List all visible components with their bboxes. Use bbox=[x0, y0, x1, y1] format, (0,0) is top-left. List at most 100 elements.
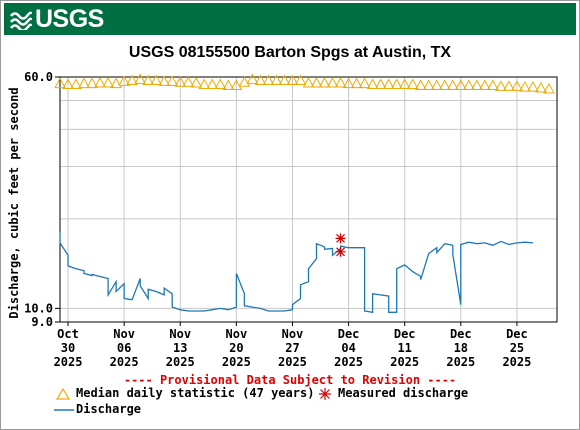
median-point bbox=[246, 73, 259, 84]
median-point bbox=[150, 74, 163, 85]
x-tick-label: 2025 bbox=[166, 355, 195, 369]
x-tick-label: 2025 bbox=[502, 355, 531, 369]
median-point bbox=[326, 76, 339, 88]
x-tick-label: Nov bbox=[226, 327, 248, 341]
discharge-legend-icon bbox=[54, 409, 74, 411]
median-point bbox=[278, 74, 291, 85]
median-point bbox=[406, 78, 419, 90]
median-point bbox=[198, 78, 211, 90]
median-point bbox=[102, 76, 114, 88]
median-point bbox=[527, 81, 539, 92]
median-point bbox=[430, 79, 443, 90]
median-point bbox=[422, 79, 435, 90]
x-tick-label: 11 bbox=[397, 341, 411, 355]
median-point bbox=[270, 74, 283, 85]
x-tick-label: 04 bbox=[341, 341, 355, 355]
median-point bbox=[342, 77, 355, 89]
median-point bbox=[286, 74, 299, 85]
usgs-logo[interactable]: USGS bbox=[10, 4, 104, 33]
median-point bbox=[174, 76, 187, 87]
median-point bbox=[214, 78, 227, 90]
median-point bbox=[182, 76, 195, 87]
median-point bbox=[382, 78, 395, 90]
x-tick-label: Nov bbox=[113, 327, 135, 341]
median-point bbox=[134, 73, 147, 84]
legend: Median daily statistic (47 years) Measur… bbox=[0, 386, 580, 426]
median-legend-label: Median daily statistic (47 years) bbox=[76, 386, 315, 400]
median-point bbox=[462, 79, 475, 90]
median-point bbox=[158, 75, 171, 86]
x-tick-label: Dec bbox=[394, 327, 416, 341]
x-tick-label: Nov bbox=[282, 327, 304, 341]
provisional-note: ---- Provisional Data Subject to Revisio… bbox=[123, 373, 457, 387]
median-point bbox=[438, 79, 451, 90]
median-point bbox=[86, 77, 98, 89]
median-point bbox=[495, 80, 507, 91]
x-tick-label: 20 bbox=[229, 341, 243, 355]
y-tick-label: 60.0 bbox=[24, 70, 53, 84]
median-legend-icon bbox=[56, 388, 70, 400]
median-point bbox=[254, 74, 267, 85]
discharge-line bbox=[59, 232, 534, 314]
x-tick-label: 2025 bbox=[54, 355, 83, 369]
x-tick-label: 18 bbox=[454, 341, 468, 355]
median-point bbox=[390, 78, 403, 90]
median-point bbox=[479, 79, 491, 90]
median-point bbox=[118, 75, 130, 86]
discharge-legend-label: Discharge bbox=[76, 402, 142, 416]
median-point bbox=[310, 76, 323, 88]
median-point bbox=[302, 76, 315, 88]
x-tick-label: Oct bbox=[57, 327, 79, 341]
median-point bbox=[54, 77, 66, 89]
median-point bbox=[222, 79, 235, 90]
median-point bbox=[487, 79, 499, 90]
median-point bbox=[519, 81, 531, 92]
x-tick-label: 27 bbox=[285, 341, 299, 355]
y-tick-label: 10.0 bbox=[24, 301, 53, 315]
y-tick-label: 9.0 bbox=[31, 315, 53, 329]
median-point bbox=[62, 78, 74, 90]
median-point bbox=[94, 76, 106, 88]
discharge-chart: 60.010.09.0Oct302025Nov062025Nov132025No… bbox=[24, 70, 558, 369]
median-point bbox=[511, 80, 523, 91]
median-point bbox=[414, 79, 427, 90]
x-tick-label: Nov bbox=[169, 327, 191, 341]
median-point bbox=[358, 77, 371, 89]
x-tick-label: Dec bbox=[450, 327, 472, 341]
x-tick-label: 13 bbox=[173, 341, 187, 355]
measured-legend-label: Measured discharge bbox=[338, 386, 469, 400]
median-point bbox=[334, 76, 347, 88]
median-point bbox=[535, 81, 547, 93]
median-point bbox=[230, 79, 243, 90]
x-tick-label: 2025 bbox=[446, 355, 475, 369]
median-point bbox=[503, 80, 515, 91]
median-point bbox=[350, 77, 363, 89]
x-tick-label: 2025 bbox=[390, 355, 419, 369]
x-tick-label: 2025 bbox=[110, 355, 139, 369]
median-point bbox=[126, 74, 138, 85]
x-tick-label: 2025 bbox=[222, 355, 251, 369]
median-point bbox=[318, 76, 331, 88]
median-point bbox=[206, 78, 219, 90]
usgs-wave-icon bbox=[10, 11, 32, 30]
median-point bbox=[190, 76, 203, 88]
median-point bbox=[374, 78, 387, 90]
measured-point bbox=[335, 233, 346, 244]
usgs-banner: USGS bbox=[4, 3, 576, 35]
measured-legend-icon bbox=[319, 388, 331, 400]
measured-point bbox=[335, 246, 346, 257]
median-point bbox=[470, 79, 483, 90]
plot-border bbox=[59, 76, 558, 323]
x-tick-label: 30 bbox=[61, 341, 75, 355]
median-point bbox=[294, 74, 307, 85]
median-point bbox=[366, 78, 379, 90]
median-point bbox=[398, 78, 411, 90]
median-point bbox=[142, 74, 155, 85]
x-tick-label: 25 bbox=[510, 341, 524, 355]
x-tick-label: Dec bbox=[338, 327, 360, 341]
median-point bbox=[262, 74, 275, 85]
x-tick-label: 2025 bbox=[278, 355, 307, 369]
median-point bbox=[238, 76, 251, 87]
x-tick-label: 2025 bbox=[334, 355, 363, 369]
usgs-logo-text: USGS bbox=[35, 4, 104, 33]
